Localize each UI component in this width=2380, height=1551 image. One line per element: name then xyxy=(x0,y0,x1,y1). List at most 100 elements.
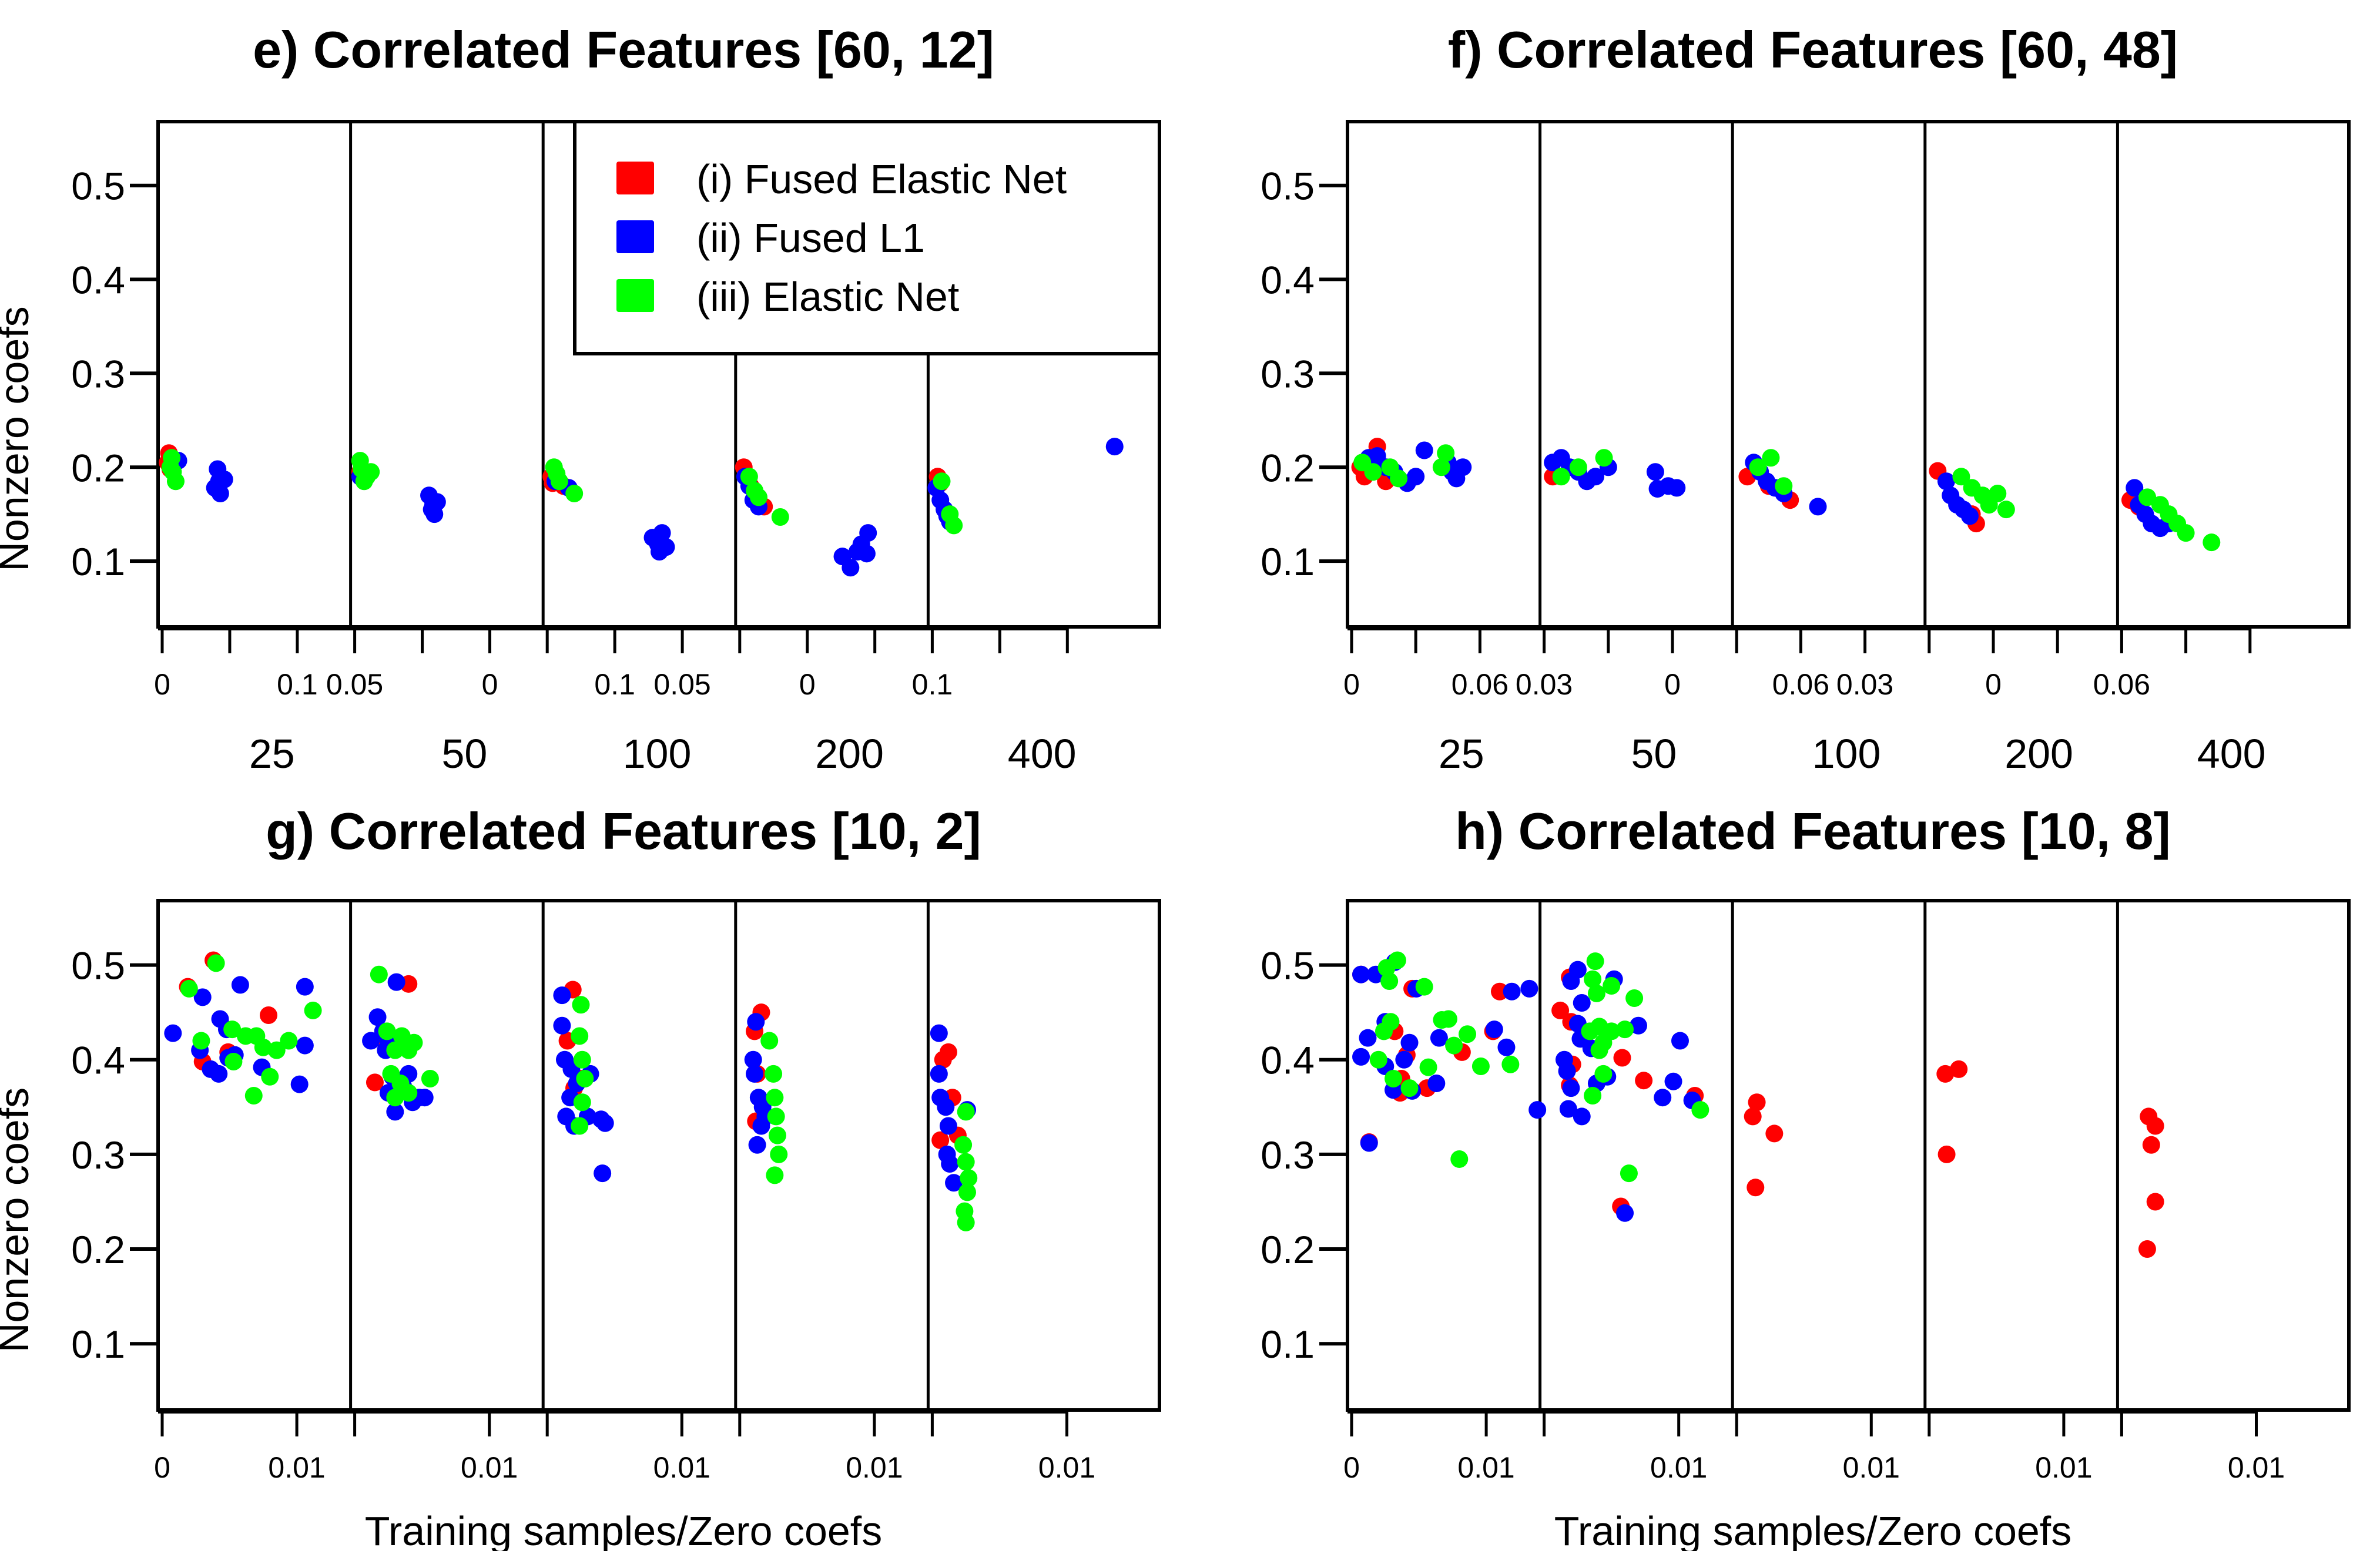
data-point xyxy=(1586,952,1604,971)
data-point xyxy=(267,1041,286,1059)
chart-title: h) Correlated Features [10, 8] xyxy=(1455,802,2171,860)
x-tick-label: 0 xyxy=(482,668,498,701)
data-point xyxy=(960,1169,978,1187)
data-point xyxy=(1613,1049,1631,1067)
data-point xyxy=(1437,444,1455,462)
data-point xyxy=(933,472,951,491)
data-point xyxy=(1671,1032,1689,1050)
chart-title: f) Correlated Features [60, 48] xyxy=(1448,21,2178,79)
data-point xyxy=(1430,1029,1448,1047)
plot-frame xyxy=(156,899,1161,1412)
data-point xyxy=(1559,1100,1577,1118)
x-tick-label: 0.05 xyxy=(326,668,383,701)
data-point xyxy=(366,1073,384,1092)
data-point xyxy=(1551,1001,1570,1019)
x-tick-label: 0.01 xyxy=(1038,1451,1095,1484)
data-point xyxy=(2203,533,2221,552)
x-tick-label: 0.06 xyxy=(1772,668,1829,701)
y-tick-label: 0.3 xyxy=(71,352,125,395)
data-point xyxy=(1616,1020,1634,1039)
y-tick-label: 0.1 xyxy=(71,540,125,583)
data-point xyxy=(1407,468,1425,486)
data-point xyxy=(768,1126,786,1144)
data-point xyxy=(1616,1204,1634,1222)
data-point xyxy=(740,468,758,486)
data-point xyxy=(1595,449,1613,467)
data-point xyxy=(386,1103,404,1121)
data-point xyxy=(231,976,249,994)
x-tick-label: 0.01 xyxy=(653,1451,710,1484)
data-point xyxy=(1503,982,1521,1001)
data-point xyxy=(957,1213,975,1231)
y-tick-label: 0.2 xyxy=(1261,446,1315,489)
x-tick-label: 0.1 xyxy=(277,668,318,701)
data-point xyxy=(565,485,584,503)
data-point xyxy=(1989,485,2007,503)
data-point xyxy=(1691,1101,1709,1119)
data-point xyxy=(596,1114,614,1132)
data-point xyxy=(1415,441,1433,459)
x-tick-label: 0.06 xyxy=(2093,668,2150,701)
data-point xyxy=(859,524,877,542)
data-point xyxy=(2146,1193,2164,1211)
legend-label: (i) Fused Elastic Net xyxy=(696,156,1067,202)
data-point xyxy=(261,1067,279,1086)
data-point xyxy=(957,1153,975,1171)
data-point xyxy=(2138,488,2157,506)
data-point xyxy=(1668,479,1686,497)
data-point xyxy=(1491,982,1509,1001)
y-tick-label: 0.5 xyxy=(1261,944,1315,988)
series--iii-elastic-net xyxy=(180,954,978,1231)
y-tick-label: 0.4 xyxy=(1261,258,1315,302)
data-point xyxy=(1390,469,1408,488)
data-point xyxy=(1432,458,1450,476)
data-point xyxy=(1520,979,1538,998)
data-point xyxy=(653,524,671,542)
data-point xyxy=(573,1093,591,1112)
data-point xyxy=(210,1065,228,1083)
group-label: 25 xyxy=(249,731,295,777)
data-point xyxy=(355,472,373,491)
data-point xyxy=(771,508,789,526)
data-point xyxy=(937,1098,955,1116)
data-point xyxy=(945,1174,963,1192)
data-point xyxy=(304,1001,322,1019)
x-tick-label: 0 xyxy=(1343,1451,1360,1484)
data-point xyxy=(1552,468,1570,486)
y-tick-label: 0.4 xyxy=(71,1039,125,1082)
x-tick-label: 0.01 xyxy=(2228,1451,2285,1484)
group-label: 400 xyxy=(2197,731,2266,777)
data-point xyxy=(1936,1065,1955,1083)
data-point xyxy=(368,1008,387,1026)
y-tick-label: 0.5 xyxy=(71,164,125,208)
data-point xyxy=(748,1136,766,1154)
data-point xyxy=(2126,479,2144,497)
series--ii-fused-l1 xyxy=(164,973,976,1192)
data-point xyxy=(1625,989,1644,1007)
y-tick-label: 0.4 xyxy=(71,258,125,302)
data-point xyxy=(594,1164,612,1183)
data-point xyxy=(766,1089,784,1107)
plot-frame xyxy=(1346,899,2351,1412)
data-point xyxy=(405,1033,423,1052)
y-tick-label: 0.4 xyxy=(1261,1039,1315,1082)
data-point xyxy=(1664,1072,1682,1090)
x-tick-label: 0 xyxy=(154,668,170,701)
data-point xyxy=(958,1183,976,1201)
data-point xyxy=(941,1155,959,1173)
data-point xyxy=(576,1069,594,1087)
data-point xyxy=(939,1117,957,1135)
data-point xyxy=(1646,463,1664,481)
panel-h: h) Correlated Features [10, 8] 0.1 0.2 0.3 0… xyxy=(1261,802,2351,1551)
data-point xyxy=(1654,1089,1672,1107)
data-point xyxy=(400,1084,418,1102)
x-tick-label: 0.01 xyxy=(1843,1451,1900,1484)
data-point xyxy=(1603,977,1621,995)
data-point xyxy=(166,472,185,491)
x-tick-label: 0.1 xyxy=(594,668,635,701)
data-point xyxy=(387,973,405,991)
x-tick-label: 0.03 xyxy=(1836,668,1893,701)
data-point xyxy=(1427,1075,1446,1093)
data-point xyxy=(1960,507,1979,525)
